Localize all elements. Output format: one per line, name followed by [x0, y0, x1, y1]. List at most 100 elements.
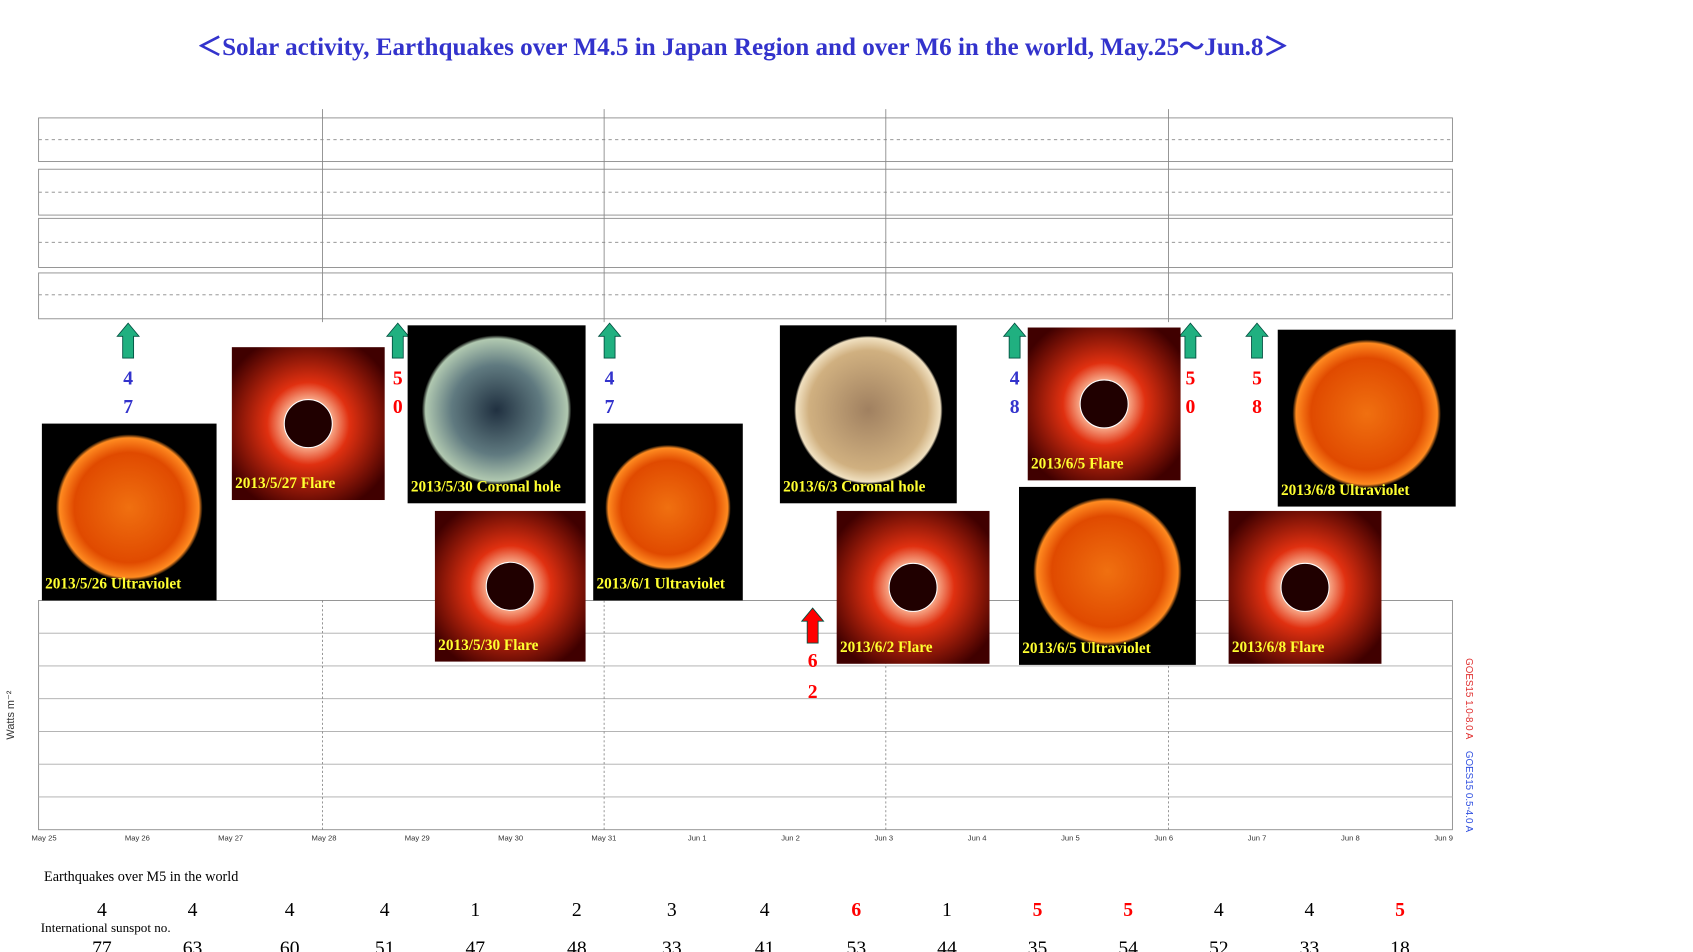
date-label: Jun 5 [1061, 833, 1080, 842]
photo: 2013/6/5 Flare [1027, 327, 1181, 481]
date-label: Jun 1 [688, 833, 707, 842]
date-label: Jun 8 [1341, 833, 1360, 842]
magnitude-digit: 0 [1185, 396, 1195, 418]
sunspot-number: 53 [847, 937, 867, 952]
photo: 2013/6/2 Flare [836, 510, 990, 664]
world-quake-count: 4 [760, 899, 770, 921]
magnitude-digit: 5 [393, 367, 403, 389]
photo-caption: 2013/6/1 Ultraviolet [596, 576, 725, 593]
photo-caption: 2013/5/26 Ultraviolet [45, 576, 182, 593]
series-label: GOES15 1.0-8.0 A [1463, 658, 1474, 740]
row-label: International sunspot no. [41, 920, 171, 935]
date-label: Jun 9 [1434, 833, 1453, 842]
photo-caption: 2013/6/5 Ultraviolet [1022, 640, 1151, 657]
world-quake-count: 5 [1395, 899, 1405, 921]
magnitude-digit: 5 [1185, 367, 1195, 389]
world-quake-count: 4 [188, 899, 198, 921]
photo: 2013/6/8 Ultraviolet [1277, 329, 1456, 507]
date-label: Jun 6 [1154, 833, 1173, 842]
sunspot-number: 54 [1118, 937, 1138, 952]
arrow [597, 322, 622, 359]
photo: 2013/5/30 Coronal hole [407, 325, 586, 504]
date-label: Jun 2 [781, 833, 800, 842]
sun [1292, 339, 1441, 489]
photo-caption: 2013/6/8 Flare [1232, 639, 1325, 656]
world-quake-count: 4 [380, 899, 390, 921]
title: ＜Solar activity, Earthquakes over M4.5 i… [197, 34, 1289, 61]
sunspot-number: 47 [465, 937, 485, 952]
occulter [1079, 379, 1129, 429]
photo-caption: 2013/6/2 Flare [840, 639, 933, 656]
photo-caption: 2013/5/27 Flare [235, 475, 335, 492]
magnitude-digit: 8 [1010, 396, 1020, 418]
world-quake-count: 5 [1033, 899, 1043, 921]
magnitude-digit: 8 [1252, 396, 1262, 418]
date-label: May 30 [498, 833, 523, 842]
arrow [800, 607, 825, 644]
y-axis-label: Watts m⁻² [5, 690, 17, 739]
occulter [485, 561, 535, 611]
world-quake-count: 2 [572, 899, 582, 921]
arrow [1178, 322, 1203, 359]
magnitude-digit: 7 [605, 396, 615, 418]
photo: 2013/6/8 Flare [1228, 510, 1382, 664]
sun [605, 444, 731, 571]
date-label: Jun 3 [875, 833, 894, 842]
date-label: May 25 [32, 833, 57, 842]
magnitude-digit: 4 [605, 367, 615, 389]
sunspot-number: 18 [1390, 937, 1410, 952]
sun [1033, 497, 1182, 646]
arrow [1245, 322, 1269, 359]
photo: 2013/5/27 Flare [231, 347, 385, 501]
sunspot-number: 51 [375, 937, 395, 952]
occulter [888, 562, 938, 612]
magnitude-digit: 6 [808, 650, 818, 672]
photo: 2013/5/26 Ultraviolet [41, 423, 217, 601]
world-quake-count: 1 [942, 899, 952, 921]
sun [794, 335, 943, 485]
date-label: Jun 4 [968, 833, 987, 842]
world-quake-count: 3 [667, 899, 677, 921]
photo-caption: 2013/5/30 Flare [438, 637, 538, 654]
date-label: May 29 [405, 833, 430, 842]
xray-panel [38, 600, 1453, 831]
sun [421, 335, 572, 485]
photo: 2013/5/30 Flare [434, 510, 586, 662]
occulter [1280, 562, 1330, 612]
magnitude-digit: 0 [393, 396, 403, 418]
world-quake-count: 4 [1214, 899, 1224, 921]
sunspot-number: 52 [1209, 937, 1229, 952]
sun [55, 434, 203, 582]
sunspot-number: 33 [1300, 937, 1320, 952]
row-label: Earthquakes over M5 in the world [44, 869, 238, 885]
sunspot-number: 35 [1028, 937, 1048, 952]
date-label: Jun 7 [1248, 833, 1267, 842]
sunspot-number: 77 [92, 937, 112, 952]
series-label: GOES15 0.5-4.0 A [1463, 751, 1474, 833]
sunspot-number: 41 [755, 937, 775, 952]
photo-caption: 2013/6/5 Flare [1031, 456, 1124, 473]
magnitude-digit: 4 [123, 367, 133, 389]
sunspot-number: 63 [183, 937, 203, 952]
world-quake-count: 4 [1304, 899, 1314, 921]
magnitude-digit: 5 [1252, 367, 1262, 389]
photo: 2013/6/5 Ultraviolet [1018, 486, 1196, 665]
photo: 2013/6/3 Coronal hole [779, 325, 957, 504]
photo: 2013/6/1 Ultraviolet [593, 423, 743, 601]
date-label: May 28 [311, 833, 336, 842]
arrow [1002, 322, 1027, 359]
photo-caption: 2013/5/30 Coronal hole [411, 479, 561, 496]
date-label: May 26 [125, 833, 150, 842]
photo-caption: 2013/6/8 Ultraviolet [1281, 482, 1410, 499]
occulter [283, 399, 333, 449]
date-label: May 31 [591, 833, 616, 842]
world-quake-count: 4 [97, 899, 107, 921]
world-quake-count: 1 [470, 899, 480, 921]
magnitude-digit: 7 [123, 396, 133, 418]
sunspot-number: 48 [567, 937, 587, 952]
world-quake-count: 4 [285, 899, 295, 921]
world-quake-count: 6 [851, 899, 861, 921]
magnitude-digit: 4 [1010, 367, 1020, 389]
sunspot-number: 33 [662, 937, 682, 952]
